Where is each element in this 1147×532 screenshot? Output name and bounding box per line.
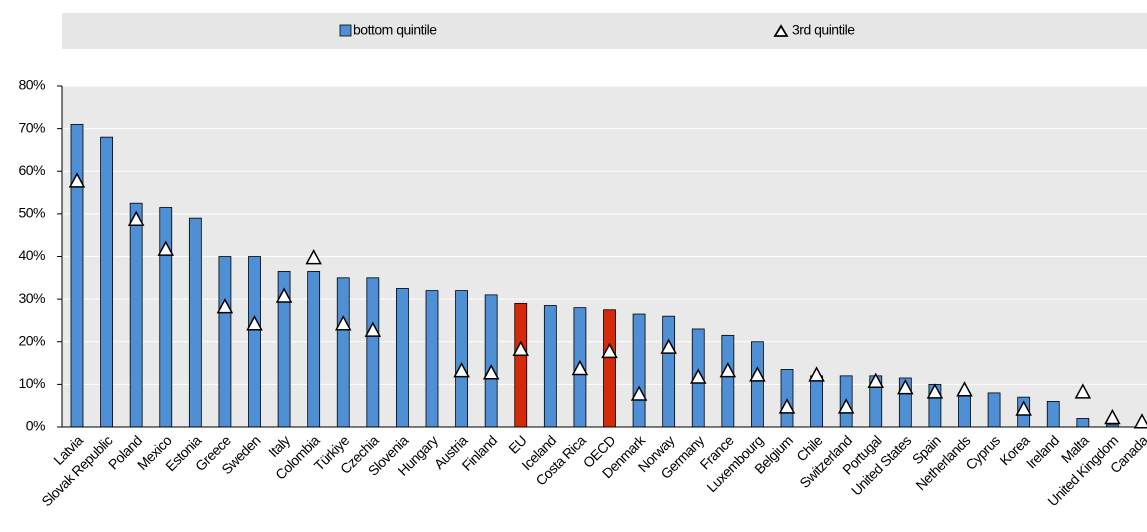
marker bbox=[571, 359, 589, 376]
marker bbox=[926, 383, 944, 399]
marker bbox=[246, 315, 263, 331]
legend-swatch bbox=[339, 24, 352, 37]
bar bbox=[603, 309, 616, 428]
bar bbox=[100, 136, 113, 428]
marker bbox=[897, 379, 914, 395]
marker bbox=[749, 366, 766, 382]
marker bbox=[1015, 400, 1032, 416]
marker bbox=[1074, 383, 1092, 399]
x-tick-label: Ireland bbox=[1023, 432, 1062, 471]
bar bbox=[188, 217, 202, 428]
legend-background bbox=[62, 13, 1147, 49]
bar bbox=[366, 277, 380, 428]
y-tick-label: 80% bbox=[18, 77, 45, 93]
bar bbox=[129, 202, 143, 428]
y-tick-label: 0% bbox=[26, 418, 45, 434]
y-tick-label: 30% bbox=[18, 290, 45, 306]
bar bbox=[514, 302, 528, 428]
bar bbox=[218, 256, 232, 428]
bar bbox=[543, 305, 557, 428]
marker bbox=[364, 321, 382, 337]
marker bbox=[482, 364, 500, 380]
bar bbox=[70, 123, 84, 428]
legend-label: 3rd quintile bbox=[792, 22, 855, 38]
x-tick-label: Cyprus bbox=[962, 432, 1003, 473]
y-tick-label: 50% bbox=[18, 205, 45, 221]
marker bbox=[601, 342, 618, 359]
marker bbox=[305, 249, 322, 265]
marker bbox=[689, 368, 707, 384]
marker bbox=[867, 372, 885, 388]
legend-label: bottom quintile bbox=[353, 22, 437, 38]
marker bbox=[1104, 408, 1121, 425]
marker bbox=[453, 362, 470, 378]
marker bbox=[630, 385, 648, 401]
marker bbox=[956, 381, 973, 397]
bar bbox=[1076, 418, 1090, 428]
bar bbox=[958, 392, 971, 428]
bar bbox=[721, 334, 735, 428]
marker bbox=[334, 315, 352, 331]
bar bbox=[307, 271, 321, 428]
y-tick-label: 20% bbox=[18, 332, 45, 348]
marker bbox=[512, 340, 530, 357]
marker bbox=[808, 366, 825, 382]
marker bbox=[778, 398, 796, 414]
bar bbox=[1046, 401, 1060, 428]
bar bbox=[780, 369, 794, 428]
bar bbox=[455, 290, 468, 428]
bar bbox=[632, 313, 646, 428]
bar bbox=[810, 375, 823, 428]
marker bbox=[719, 362, 737, 378]
bar bbox=[425, 290, 439, 428]
marker bbox=[216, 298, 234, 314]
legend-marker bbox=[773, 24, 789, 37]
y-tick-label: 40% bbox=[18, 247, 45, 263]
bar bbox=[987, 392, 1001, 428]
marker bbox=[1133, 413, 1147, 429]
bar bbox=[751, 341, 764, 428]
bar bbox=[336, 277, 350, 428]
y-tick-label: 60% bbox=[18, 162, 45, 178]
marker bbox=[157, 240, 175, 256]
bar bbox=[248, 256, 261, 428]
marker bbox=[127, 210, 145, 227]
marker bbox=[837, 398, 855, 414]
bar bbox=[396, 288, 409, 428]
marker bbox=[68, 172, 86, 188]
marker bbox=[660, 338, 677, 354]
y-tick-label: 10% bbox=[18, 375, 45, 391]
y-tick-label: 70% bbox=[18, 119, 45, 135]
marker bbox=[275, 287, 293, 303]
bar bbox=[484, 294, 498, 428]
bar bbox=[662, 315, 676, 428]
bar bbox=[159, 207, 173, 428]
